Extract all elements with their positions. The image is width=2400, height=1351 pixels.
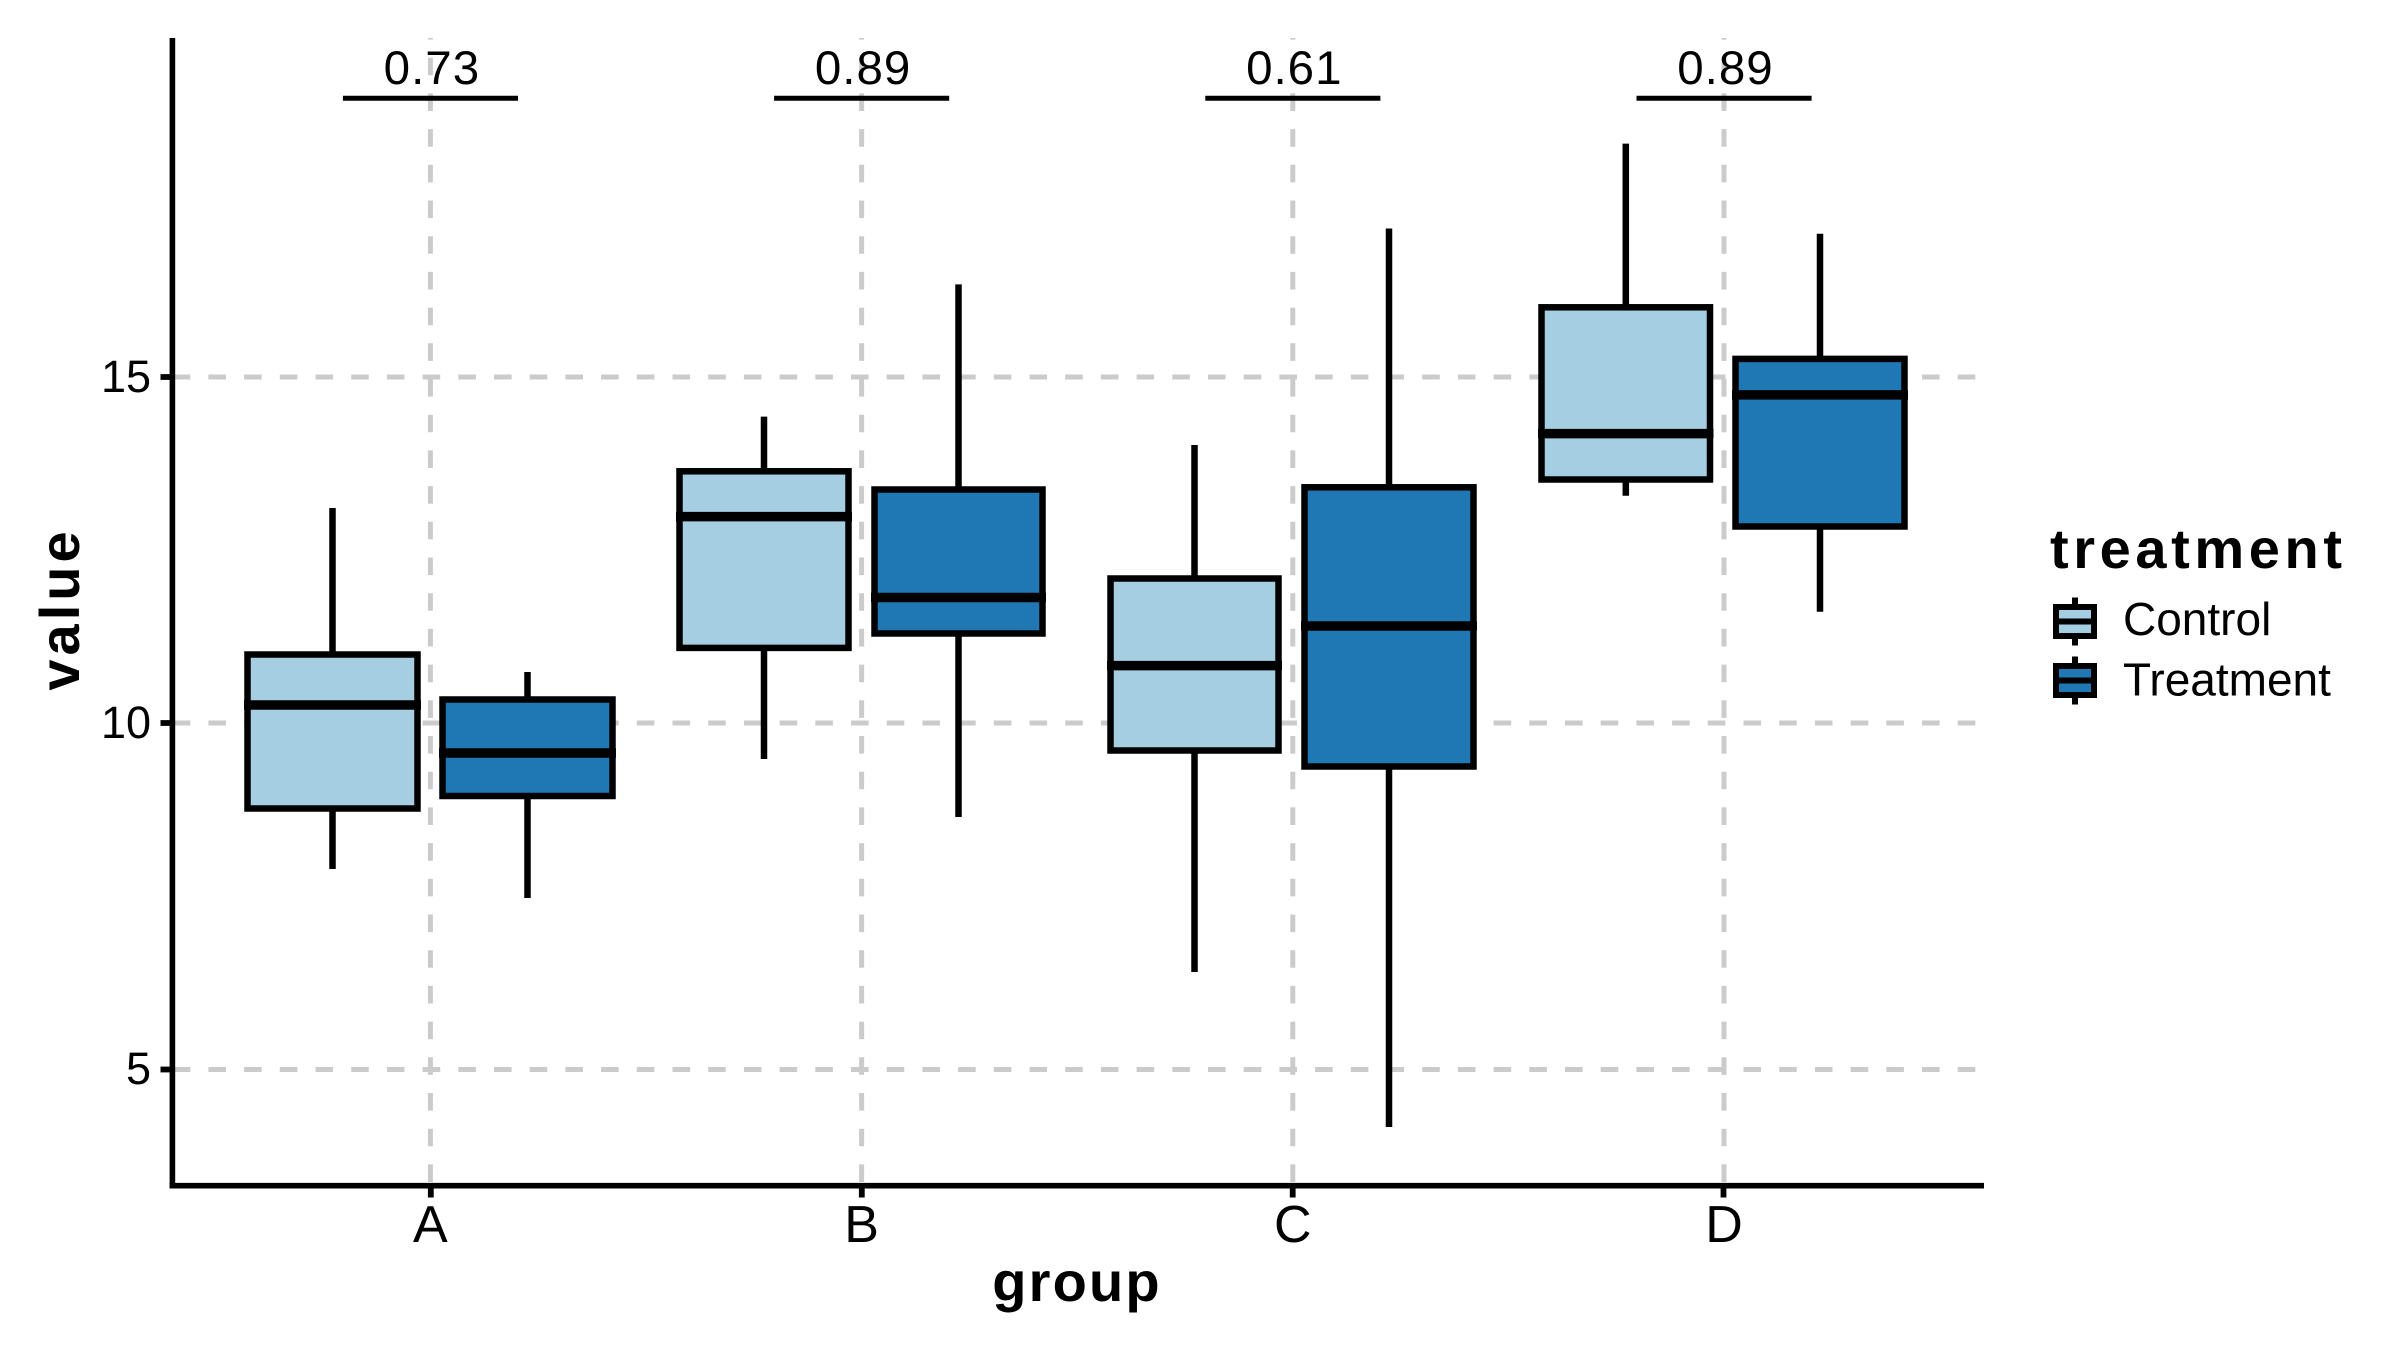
svg-text:0.89: 0.89 xyxy=(815,42,911,95)
svg-text:B: B xyxy=(844,1196,879,1254)
svg-text:Control: Control xyxy=(2123,593,2271,645)
svg-text:treatment: treatment xyxy=(2050,517,2347,580)
svg-text:0.73: 0.73 xyxy=(384,42,480,95)
svg-text:15: 15 xyxy=(101,351,151,402)
svg-text:0.89: 0.89 xyxy=(1677,42,1773,95)
svg-text:5: 5 xyxy=(126,1043,151,1094)
svg-text:10: 10 xyxy=(101,697,151,748)
svg-text:C: C xyxy=(1274,1196,1312,1254)
svg-text:value: value xyxy=(28,527,91,690)
svg-text:D: D xyxy=(1705,1196,1743,1254)
svg-text:A: A xyxy=(413,1196,448,1254)
svg-text:Treatment: Treatment xyxy=(2123,654,2331,706)
svg-text:group: group xyxy=(992,1250,1162,1313)
svg-text:0.61: 0.61 xyxy=(1246,42,1342,95)
